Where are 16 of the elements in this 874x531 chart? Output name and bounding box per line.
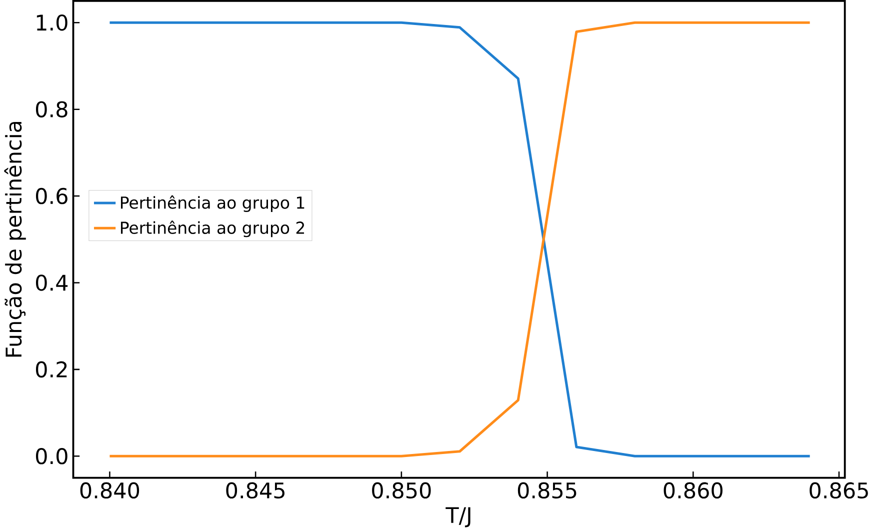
x-tick-label: 0.855 bbox=[518, 482, 576, 498]
legend-label: Pertinência ao grupo 2 bbox=[120, 220, 304, 237]
y-tick-label: 0.2 bbox=[36, 361, 67, 378]
x-tick-label: 0.860 bbox=[664, 482, 722, 498]
y-tick-label: 0.8 bbox=[36, 100, 68, 118]
y-tick-label: 1.0 bbox=[36, 14, 68, 31]
x-axis-title: T/J bbox=[446, 507, 470, 528]
x-tick-label: 0.845 bbox=[226, 482, 284, 498]
y-tick-label: 0.0 bbox=[36, 448, 68, 464]
x-tick-label: 0.865 bbox=[810, 482, 868, 498]
x-tick-label: 0.850 bbox=[372, 482, 431, 498]
y-tick-label: 0.4 bbox=[36, 274, 68, 291]
y-tick-label: 0.6 bbox=[36, 188, 68, 204]
legend-label: Pertinência ao grupo 1 bbox=[120, 195, 304, 212]
y-axis-title: Função de pertinência bbox=[4, 122, 26, 356]
x-tick-label: 0.840 bbox=[80, 482, 140, 498]
